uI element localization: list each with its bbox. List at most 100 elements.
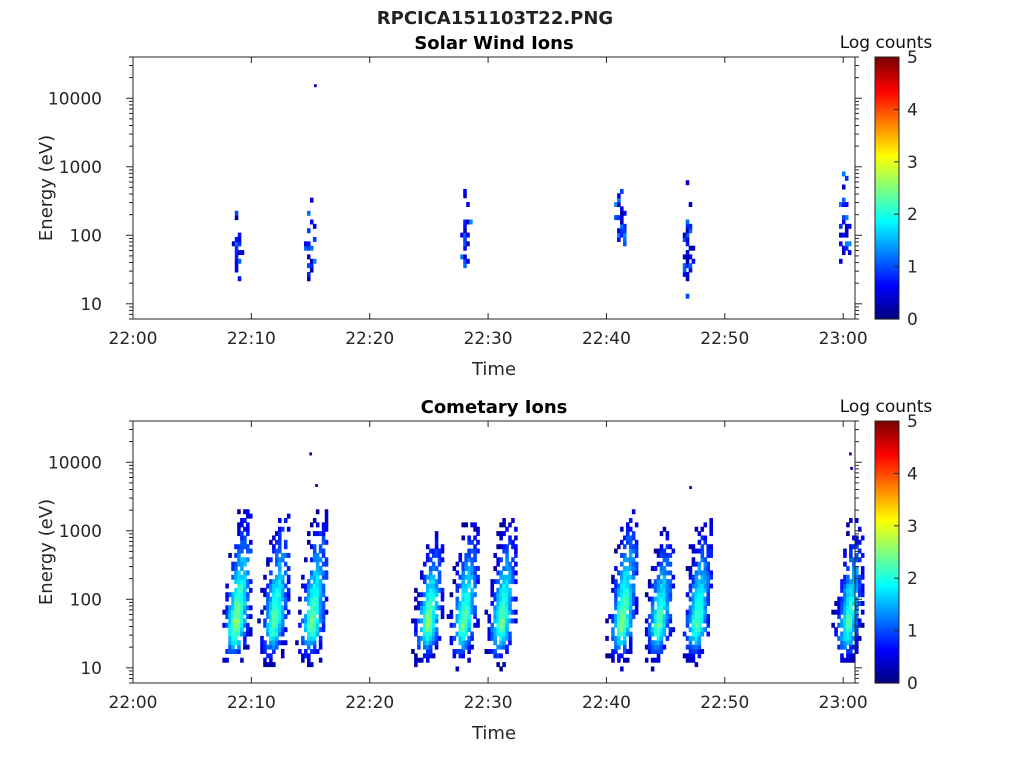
heatmap-cell xyxy=(653,548,658,554)
colorbar-tick-label: 5 xyxy=(907,412,918,432)
heatmap-cell xyxy=(269,614,273,620)
heatmap-cell xyxy=(312,236,317,242)
heatmap-cell xyxy=(280,596,285,602)
heatmap-cell xyxy=(694,614,699,620)
heatmap-cell xyxy=(694,609,699,615)
heatmap-cell xyxy=(272,600,276,606)
heatmap-cell xyxy=(312,618,317,624)
colorbar-cell xyxy=(875,297,899,300)
heatmap-cell xyxy=(499,622,503,628)
heatmap-cell xyxy=(857,592,862,598)
colorbar-cell xyxy=(875,196,899,200)
heatmap-cell xyxy=(461,649,466,654)
heatmap-cell xyxy=(846,566,850,572)
heatmap-cell xyxy=(659,566,664,572)
heatmap-cell xyxy=(246,522,250,528)
heatmap-cell xyxy=(846,522,850,528)
colorbar-cell xyxy=(875,552,899,555)
colorbar-cell xyxy=(875,586,899,590)
heatmap-cell xyxy=(237,232,242,238)
heatmap-cell xyxy=(653,587,658,593)
heatmap-cell xyxy=(852,535,856,541)
heatmap-cell xyxy=(266,592,270,598)
heatmap-cell xyxy=(243,592,247,598)
heatmap-cell xyxy=(315,649,320,654)
heatmap-cell xyxy=(647,627,652,633)
heatmap-cell xyxy=(237,627,241,633)
heatmap-cell xyxy=(688,228,693,234)
heatmap-cell xyxy=(467,548,471,554)
heatmap-cell xyxy=(225,592,229,598)
heatmap-cell xyxy=(688,635,693,641)
heatmap-cell xyxy=(422,614,427,620)
heatmap-cell xyxy=(449,614,454,620)
colorbar-cell xyxy=(875,558,899,562)
heatmap-cell xyxy=(659,618,664,624)
heatmap-cell xyxy=(628,631,633,637)
heatmap-cell xyxy=(505,583,509,589)
heatmap-cell xyxy=(656,605,661,611)
heatmap-cell xyxy=(275,539,279,545)
heatmap-cell xyxy=(458,640,463,646)
heatmap-cell xyxy=(476,526,480,532)
heatmap-cell xyxy=(243,509,247,515)
heatmap-cell xyxy=(668,614,673,620)
heatmap-cell xyxy=(490,635,495,641)
heatmap-cell xyxy=(272,640,276,646)
heatmap-cell xyxy=(298,649,302,654)
x-tick-label: 22:30 xyxy=(464,329,513,349)
heatmap-cell xyxy=(414,627,418,633)
colorbar-cell xyxy=(875,244,899,248)
heatmap-cell xyxy=(301,583,305,589)
heatmap-cell xyxy=(234,614,238,620)
heatmap-cell xyxy=(855,570,859,576)
heatmap-cell xyxy=(461,618,466,624)
heatmap-cell xyxy=(437,574,442,580)
colorbar-cell xyxy=(875,543,899,547)
heatmap-cell xyxy=(275,552,279,558)
heatmap-cell xyxy=(849,622,853,628)
isolated-point xyxy=(849,452,852,456)
heatmap-cell xyxy=(855,583,859,589)
heatmap-cell xyxy=(691,653,696,659)
heatmap-cell xyxy=(234,215,239,221)
heatmap-cell xyxy=(428,579,433,585)
colorbar-cell xyxy=(875,442,899,446)
heatmap-cell xyxy=(647,631,652,637)
heatmap-cell xyxy=(505,557,509,563)
heatmap-cell xyxy=(237,250,242,256)
heatmap-cell xyxy=(420,618,424,624)
heatmap-cell xyxy=(237,622,241,628)
heatmap-cell xyxy=(434,592,439,598)
y-tick-label: 10000 xyxy=(48,89,102,109)
heatmap-cell xyxy=(840,600,844,606)
heatmap-cell xyxy=(614,583,618,589)
plot-frame xyxy=(132,420,856,684)
heatmap-cell xyxy=(846,618,850,624)
heatmap-cell xyxy=(425,609,430,615)
heatmap-cell xyxy=(306,263,311,269)
heatmap-cell xyxy=(269,583,273,589)
heatmap-cell xyxy=(647,649,652,654)
heatmap-cell xyxy=(671,574,676,580)
colorbar-cell xyxy=(875,608,899,612)
heatmap-cell xyxy=(309,197,314,203)
heatmap-cell xyxy=(625,566,630,572)
heatmap-cell xyxy=(298,596,302,602)
heatmap-cell xyxy=(496,605,500,611)
heatmap-cell xyxy=(846,614,850,620)
heatmap-cell xyxy=(266,614,270,620)
heatmap-cell xyxy=(499,653,503,659)
heatmap-cell xyxy=(611,635,615,641)
heatmap-cell xyxy=(304,587,308,593)
heatmap-cell xyxy=(304,241,308,247)
heatmap-cell xyxy=(240,579,244,585)
heatmap-cell xyxy=(263,622,267,628)
heatmap-cell xyxy=(857,635,862,641)
heatmap-cell xyxy=(455,570,460,576)
heatmap-cell xyxy=(628,566,633,572)
heatmap-cell xyxy=(499,544,503,550)
colorbar-cell xyxy=(875,604,899,608)
heatmap-cell xyxy=(849,644,853,650)
heatmap-cell xyxy=(659,570,664,576)
